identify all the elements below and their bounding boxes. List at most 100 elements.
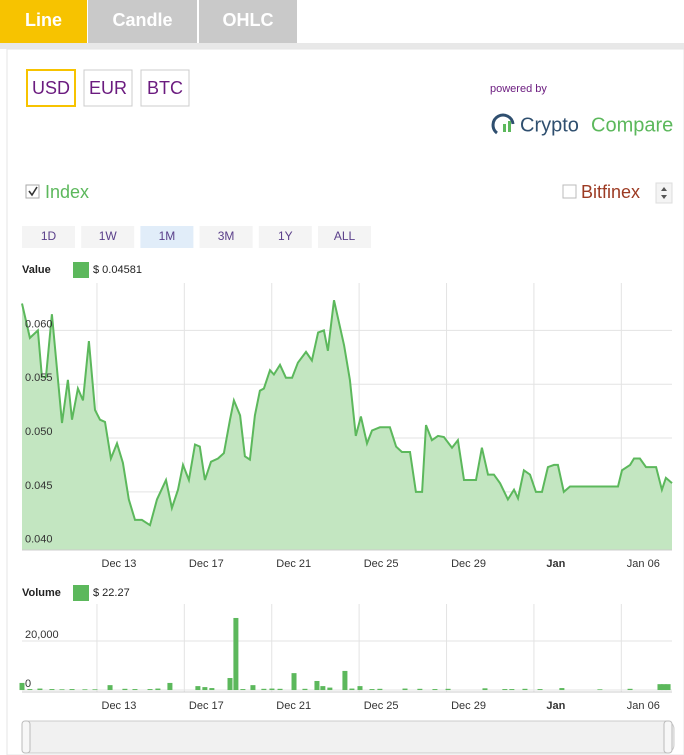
tab[interactable]	[88, 0, 197, 43]
currency-button[interactable]	[83, 69, 133, 107]
market-label[interactable]: Bitfinex	[581, 182, 640, 202]
logo-text: Crypto	[520, 114, 579, 136]
checkbox[interactable]	[562, 184, 577, 199]
volume-bar	[227, 678, 233, 691]
x-tick-label: Dec 17	[189, 700, 224, 712]
volume-bar	[92, 689, 98, 691]
y-tick-label: 0.060	[25, 318, 53, 330]
volume-bar	[657, 684, 663, 691]
range-button[interactable]	[258, 226, 312, 248]
volume-bar	[240, 689, 246, 691]
tab[interactable]	[0, 0, 87, 43]
market-label[interactable]: Index	[45, 182, 89, 202]
range-label[interactable]: ALL	[334, 229, 356, 243]
y-tick-label: 0.055	[25, 372, 53, 384]
currency-buttons: USD EUR BTC	[26, 69, 190, 107]
currency-button[interactable]	[26, 69, 76, 107]
navigator-handle[interactable]	[663, 720, 673, 754]
volume-bar	[167, 682, 173, 691]
volume-bar	[661, 684, 667, 691]
volume-bar	[342, 670, 348, 691]
volume-bar	[82, 689, 88, 691]
tab-label[interactable]: Candle	[112, 10, 172, 30]
volume-bar	[432, 689, 438, 691]
volume-bar	[417, 688, 423, 691]
legend-swatch	[73, 262, 89, 278]
currency-label[interactable]: USD	[32, 78, 70, 98]
range-button[interactable]	[318, 226, 371, 248]
volume-bar	[27, 689, 33, 691]
volume-bar	[195, 686, 201, 691]
tab-label[interactable]: OHLC	[223, 10, 274, 30]
volume-bar	[302, 688, 308, 691]
y-tick-label: 0	[25, 678, 31, 690]
tab-bar-border	[0, 43, 684, 49]
chart-title: Volume	[22, 587, 61, 599]
y-tick-label: 20,000	[25, 629, 59, 641]
navigator[interactable]	[21, 720, 675, 754]
volume-bar	[349, 688, 355, 691]
range-label[interactable]: 3M	[218, 229, 235, 243]
range-label[interactable]: 1M	[159, 229, 176, 243]
range-button[interactable]	[199, 226, 253, 248]
logo-icon	[503, 124, 506, 132]
navigator-handle[interactable]	[21, 720, 31, 754]
volume-bar	[445, 688, 451, 691]
range-label[interactable]: 1Y	[278, 229, 293, 243]
volume-bar	[327, 687, 333, 691]
x-tick-label: Dec 25	[364, 700, 399, 712]
volume-bar	[482, 688, 488, 691]
y-tick-label: 0.040	[25, 534, 53, 546]
volume-bar	[132, 689, 138, 691]
range-label[interactable]: 1D	[41, 229, 57, 243]
volume-bar	[291, 673, 297, 691]
volume-bar	[537, 689, 543, 691]
volume-bar	[147, 689, 153, 691]
volume-bar	[320, 686, 326, 691]
logo-icon	[508, 121, 511, 132]
tab[interactable]	[199, 0, 297, 43]
range-button[interactable]	[22, 226, 75, 248]
volume-bar	[357, 686, 363, 691]
currency-label[interactable]: BTC	[147, 78, 183, 98]
x-tick-label: Jan 06	[627, 700, 660, 712]
x-tick-label: Jan	[546, 558, 565, 570]
checkbox[interactable]	[25, 184, 40, 199]
x-tick-label: Dec 29	[451, 558, 486, 570]
volume-bar	[277, 688, 283, 691]
spinner[interactable]	[655, 182, 673, 204]
volume-bar	[107, 685, 113, 691]
range-button[interactable]	[140, 226, 194, 248]
chart-title: Value	[22, 264, 51, 276]
x-tick-label: Dec 29	[451, 700, 486, 712]
x-tick-label: Dec 21	[276, 558, 311, 570]
x-tick-label: Dec 21	[276, 700, 311, 712]
volume-bar	[122, 688, 128, 691]
volume-bar	[19, 682, 25, 691]
volume-bar	[369, 689, 375, 691]
currency-label[interactable]: EUR	[89, 78, 127, 98]
y-tick-label: 0.045	[25, 480, 53, 492]
legend-swatch	[73, 585, 89, 601]
logo-icon	[491, 113, 515, 135]
volume-bar	[233, 617, 239, 691]
x-tick-label: Dec 13	[102, 700, 137, 712]
volume-bar	[377, 688, 383, 691]
volume-bar	[597, 689, 603, 691]
volume-bar	[314, 680, 320, 691]
legend-name: $ 22.27	[93, 587, 130, 599]
volume-bar	[502, 689, 508, 691]
currency-button[interactable]	[140, 69, 190, 107]
volume-bar	[522, 688, 528, 691]
range-label[interactable]: 1W	[99, 229, 118, 243]
area-fill	[22, 300, 672, 550]
x-tick-label: Jan 06	[627, 558, 660, 570]
volume-bar	[269, 688, 275, 691]
volume-bar	[37, 688, 43, 691]
range-button[interactable]	[81, 226, 135, 248]
x-tick-label: Dec 13	[102, 558, 137, 570]
tab-label[interactable]: Line	[25, 10, 62, 30]
powered-by: powered by	[490, 83, 547, 95]
x-tick-label: Jan	[546, 700, 565, 712]
volume-bar	[627, 688, 633, 691]
